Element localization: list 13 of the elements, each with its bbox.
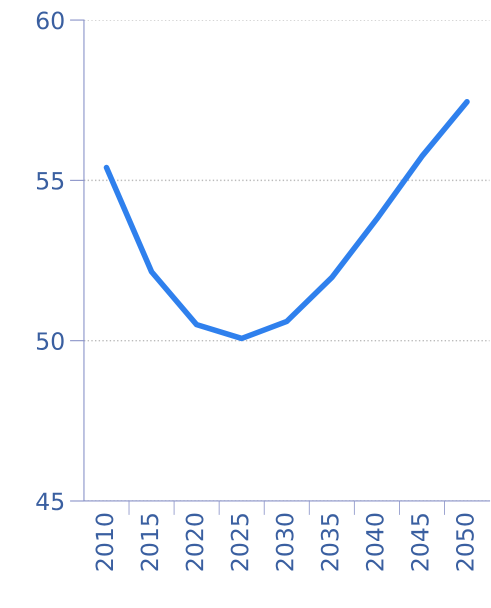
- x-tick-label: 2020: [186, 514, 204, 570]
- x-tick-label: 2030: [276, 514, 294, 570]
- x-tick-label: 2040: [366, 514, 384, 570]
- x-tick-label: 2025: [230, 514, 249, 570]
- y-tick-label: 60: [36, 12, 64, 30]
- y-tick-label: 55: [36, 172, 64, 190]
- y-tick-label: 50: [36, 332, 64, 350]
- x-tick-label: 2010: [95, 514, 114, 570]
- x-tick-label: 2045: [410, 514, 429, 570]
- x-tick-label: 2015: [140, 514, 158, 570]
- x-tick-label: 2035: [320, 514, 339, 570]
- x-tick-label: 2050: [456, 514, 474, 570]
- y-tick-label: 45: [36, 492, 64, 510]
